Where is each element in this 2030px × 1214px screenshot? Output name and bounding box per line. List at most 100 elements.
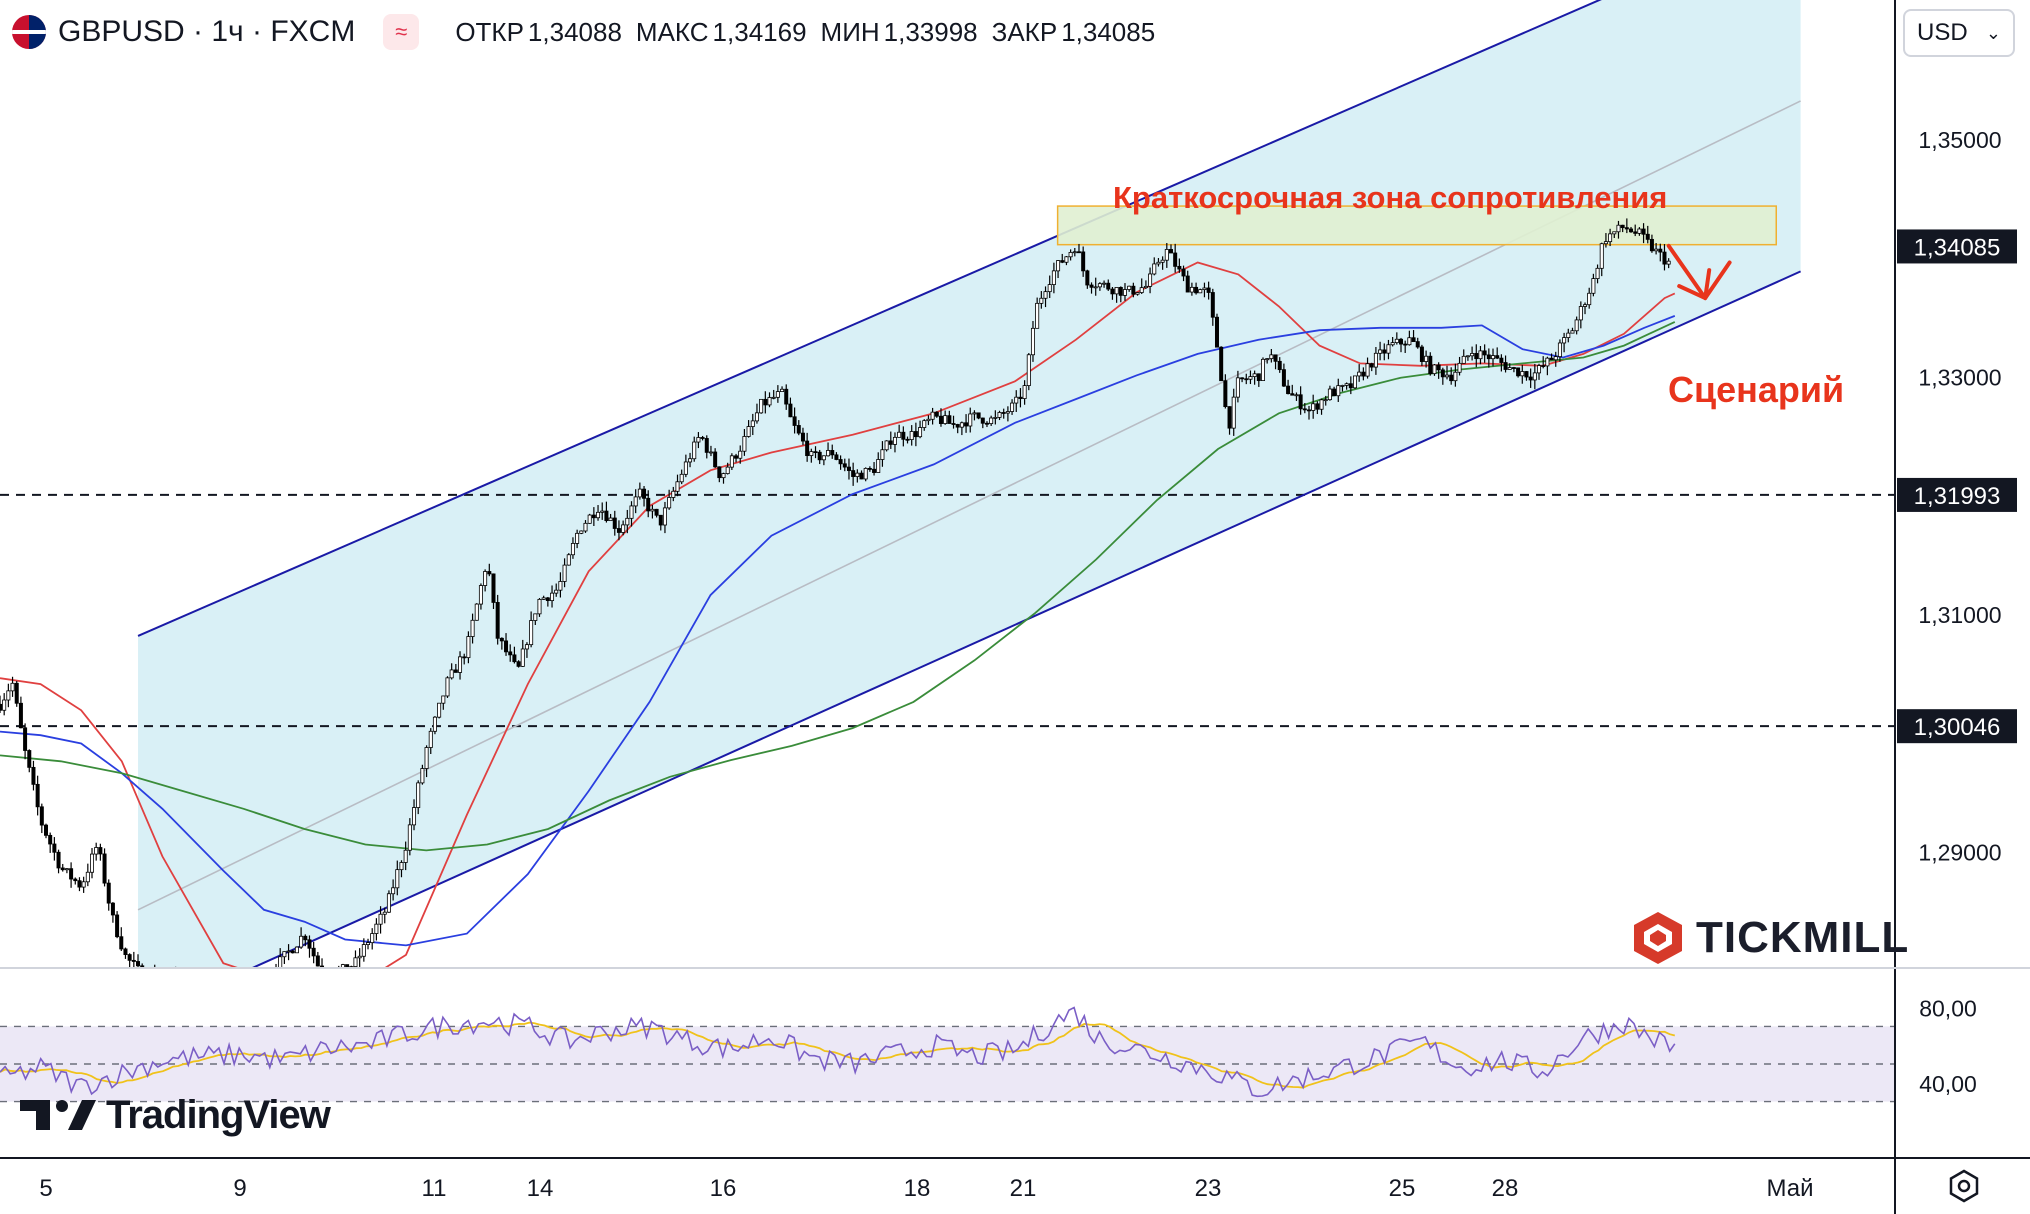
- candle-body: [374, 923, 379, 934]
- resistance-zone-label[interactable]: Краткосрочная зона сопротивления: [1113, 180, 1667, 215]
- candle-body: [892, 436, 897, 445]
- candle-body: [366, 942, 371, 945]
- approx-wave-icon[interactable]: ≈: [383, 14, 420, 50]
- scenario-label[interactable]: Сценарий: [1668, 369, 1844, 410]
- candle-body: [1595, 267, 1600, 279]
- candle-body: [1231, 396, 1236, 429]
- candle-body: [1026, 354, 1031, 387]
- candle-body: [1185, 275, 1190, 293]
- candle-body: [1064, 256, 1069, 263]
- candle-body: [855, 472, 860, 477]
- candle-body: [1139, 287, 1144, 293]
- candle-body: [458, 656, 463, 673]
- candle-body: [1491, 355, 1496, 360]
- tickmill-wordmark: TICKMILL: [1696, 913, 1910, 962]
- candle-body: [1399, 338, 1404, 345]
- tickmill-logo: TICKMILL: [1632, 910, 1909, 966]
- candle-body: [604, 510, 609, 522]
- candle-body: [203, 976, 206, 977]
- candle-body: [1616, 224, 1621, 233]
- rsi-ma-line: [0, 1021, 1676, 1089]
- price-label-box: [1897, 229, 2017, 264]
- time-tick-label: 16: [710, 1175, 737, 1202]
- rsi-pane[interactable]: [0, 1006, 1895, 1103]
- candle-body: [529, 620, 534, 646]
- candle-body: [550, 592, 555, 602]
- candle-body: [1520, 371, 1525, 377]
- candle-body: [1235, 377, 1240, 398]
- candle-body: [333, 979, 336, 982]
- candle-body: [1507, 367, 1512, 370]
- candle-body: [746, 426, 751, 437]
- price-label-level[interactable]: 1,30046: [1914, 714, 2001, 741]
- candle-body: [1587, 292, 1592, 306]
- candle-body: [1265, 358, 1270, 361]
- candle-body: [1085, 270, 1090, 286]
- candle-body: [989, 417, 994, 425]
- candle-body: [947, 415, 952, 424]
- settings-gear-icon[interactable]: [1946, 1168, 1982, 1204]
- candle-body: [1118, 287, 1123, 296]
- candle-body: [1248, 376, 1253, 380]
- candle-body: [688, 458, 693, 463]
- candle-body: [943, 415, 948, 424]
- candle-body: [872, 468, 877, 473]
- candle-body: [249, 984, 252, 991]
- candle-body: [1357, 371, 1362, 377]
- candle-body: [867, 468, 872, 470]
- candle-body: [119, 936, 124, 950]
- candle-body: [220, 979, 223, 983]
- candle-body: [675, 481, 680, 492]
- candle-body: [1386, 344, 1391, 354]
- rsi-tick-label: 80,00: [1919, 996, 1977, 1022]
- candle-body: [1131, 285, 1136, 295]
- candle-body: [1256, 373, 1261, 381]
- candle-body: [1189, 286, 1194, 293]
- candle-body: [959, 422, 964, 428]
- resistance-zone[interactable]: [1056, 205, 1777, 246]
- price-pane[interactable]: Краткосрочная зона сопротивления Сценарий: [0, 0, 2030, 999]
- price-tick-label: 1,31000: [1918, 602, 2001, 628]
- candle-body: [357, 955, 362, 959]
- candle-body: [178, 978, 181, 982]
- low-label: МИН: [820, 16, 880, 47]
- candle-body: [361, 944, 366, 957]
- candle-body: [1465, 355, 1470, 358]
- symbol-title[interactable]: GBPUSD · 1ч · FXCM: [58, 15, 356, 48]
- candle-body: [420, 768, 425, 784]
- time-tick-label: 21: [1010, 1175, 1037, 1202]
- candle-body: [504, 640, 509, 653]
- candle-body: [583, 522, 588, 532]
- candle-body: [1353, 375, 1358, 389]
- candle-body: [1553, 356, 1558, 361]
- price-tick-label: 1,35000: [1918, 127, 2001, 153]
- candle-body: [600, 510, 605, 513]
- time-tick-label: 23: [1195, 1175, 1222, 1202]
- price-label-level[interactable]: 1,31993: [1914, 483, 2001, 510]
- candle-body: [290, 950, 295, 954]
- candle-body: [880, 449, 885, 460]
- ma-line-blue: [0, 315, 1676, 947]
- candle-body: [616, 528, 621, 533]
- high-value: 1,34169: [712, 16, 807, 47]
- candle-body: [533, 613, 538, 621]
- candle-body: [1290, 393, 1295, 396]
- candle-body: [1474, 353, 1479, 360]
- channel-fill: [138, 0, 1801, 968]
- candle-body: [750, 420, 755, 427]
- price-label-current[interactable]: 1,34085: [1914, 234, 2001, 261]
- candle-body: [1039, 297, 1044, 304]
- candle-body: [1089, 284, 1094, 288]
- open-value: 1,34088: [527, 16, 622, 47]
- candle-body: [1499, 357, 1504, 363]
- candle-body: [796, 425, 801, 434]
- candle-body: [337, 971, 340, 979]
- candle-body: [23, 727, 28, 751]
- symbol-header: GBPUSD · 1ч · FXCM ≈ ОТКР 1,34088 МАКС 1…: [12, 12, 1155, 52]
- currency-select[interactable]: USD ⌄: [1903, 9, 2015, 57]
- candle-body: [73, 878, 78, 882]
- candle-body: [391, 887, 396, 895]
- candle-body: [976, 412, 981, 419]
